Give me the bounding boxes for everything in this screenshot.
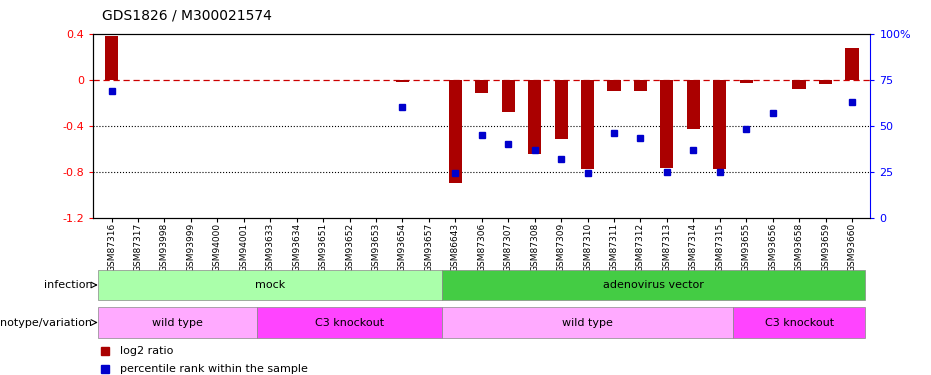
- Text: log2 ratio: log2 ratio: [120, 346, 174, 356]
- Bar: [819, 80, 832, 84]
- Bar: [502, 80, 515, 112]
- Text: percentile rank within the sample: percentile rank within the sample: [120, 364, 308, 374]
- Bar: [257, 308, 442, 338]
- Bar: [607, 80, 621, 91]
- Bar: [396, 80, 409, 82]
- Bar: [105, 36, 118, 80]
- Bar: [792, 80, 805, 89]
- Bar: [581, 80, 594, 169]
- Bar: [845, 48, 858, 80]
- Text: infection: infection: [44, 280, 92, 290]
- Bar: [475, 80, 489, 93]
- Bar: [713, 80, 726, 169]
- Bar: [449, 80, 462, 183]
- Bar: [687, 80, 700, 129]
- Text: mock: mock: [255, 280, 286, 290]
- Text: wild type: wild type: [562, 318, 613, 327]
- Bar: [528, 80, 541, 154]
- Text: C3 knockout: C3 knockout: [315, 318, 385, 327]
- Bar: [739, 80, 753, 83]
- Bar: [660, 80, 673, 168]
- Bar: [99, 308, 257, 338]
- Text: C3 knockout: C3 knockout: [764, 318, 833, 327]
- Text: adenovirus vector: adenovirus vector: [603, 280, 704, 290]
- Bar: [634, 80, 647, 91]
- Bar: [555, 80, 568, 140]
- Bar: [99, 270, 442, 300]
- Bar: [733, 308, 865, 338]
- Bar: [442, 270, 865, 300]
- Text: GDS1826 / M300021574: GDS1826 / M300021574: [102, 9, 272, 22]
- Bar: [442, 308, 733, 338]
- Text: genotype/variation: genotype/variation: [0, 318, 92, 327]
- Text: wild type: wild type: [153, 318, 203, 327]
